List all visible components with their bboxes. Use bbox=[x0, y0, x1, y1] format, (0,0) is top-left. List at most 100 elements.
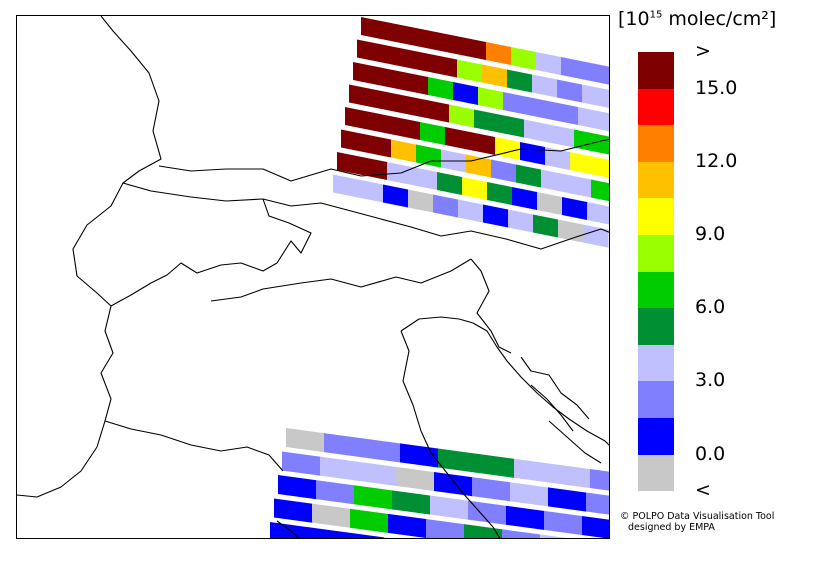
swath-pixel bbox=[487, 182, 513, 206]
swath-pixel bbox=[445, 127, 471, 151]
credits-line-2: designed by EMPA bbox=[628, 522, 715, 533]
swath-pixel bbox=[544, 510, 583, 536]
swath-pixel bbox=[478, 87, 504, 111]
coast-corsica bbox=[276, 520, 300, 538]
swath-pixel bbox=[403, 72, 429, 96]
border-alps-inner bbox=[210, 258, 472, 302]
swath-pixel bbox=[358, 179, 384, 203]
colorbar-tick-label: < bbox=[695, 479, 711, 502]
colorbar-tick-label: 12.0 bbox=[695, 149, 738, 172]
coast-croatia-islands bbox=[520, 356, 602, 464]
swath-pixel bbox=[353, 62, 379, 86]
swath-pixel bbox=[486, 42, 512, 66]
swath-pixel bbox=[412, 167, 438, 191]
border-austria-italy bbox=[262, 198, 609, 250]
swath-pixel bbox=[516, 164, 542, 188]
south-swath bbox=[270, 428, 609, 538]
swath-pixel bbox=[361, 17, 387, 41]
colorbar-tick-label: 3.0 bbox=[695, 369, 726, 392]
swath-pixel bbox=[411, 27, 437, 51]
colorbar-cell bbox=[638, 234, 674, 272]
swath-pixel bbox=[512, 187, 538, 211]
swath-pixel bbox=[582, 84, 608, 108]
swath-pixel bbox=[424, 99, 450, 123]
swath-pixel bbox=[590, 469, 609, 491]
colorbar-cell bbox=[638, 161, 674, 199]
swath-pixel bbox=[586, 62, 609, 85]
swath-pixel bbox=[391, 139, 417, 163]
swath-pixel bbox=[561, 57, 587, 81]
swath-pixel bbox=[457, 59, 483, 83]
swath-pixel bbox=[396, 466, 435, 492]
colorbar-cell bbox=[638, 344, 674, 382]
swath-pixel bbox=[520, 142, 546, 166]
colorbar-cell bbox=[638, 271, 674, 309]
swath-pixel bbox=[395, 117, 421, 141]
credits-line-1: © POLPO Data Visualisation Tool bbox=[620, 511, 775, 522]
swath-pixel bbox=[508, 209, 534, 233]
border-italy-slovenia bbox=[470, 258, 512, 354]
swath-pixel bbox=[407, 49, 433, 73]
colorbar-tick-label: 15.0 bbox=[695, 76, 738, 99]
swath-pixel bbox=[511, 47, 537, 71]
swath-pixel bbox=[476, 453, 515, 478]
swath-pixel bbox=[350, 508, 389, 533]
swath-pixel bbox=[324, 433, 363, 458]
swath-pixel bbox=[472, 477, 511, 502]
swath-pixel bbox=[499, 114, 525, 138]
swath-pixel bbox=[537, 192, 563, 216]
swath-pixel bbox=[362, 438, 401, 463]
colorbar-cell bbox=[638, 454, 674, 492]
swath-pixel bbox=[532, 74, 558, 98]
colorbar-cell bbox=[638, 198, 674, 235]
swath-pixel bbox=[553, 102, 579, 126]
border-switzerland bbox=[110, 182, 312, 307]
border-germany-south bbox=[158, 138, 609, 182]
swath-pixel bbox=[374, 89, 400, 113]
swath-pixel bbox=[345, 107, 371, 131]
swath-pixel bbox=[388, 513, 427, 538]
map-frame bbox=[16, 15, 610, 539]
swath-pixel bbox=[354, 485, 393, 510]
swath-pixel bbox=[430, 495, 469, 520]
swath-pixel bbox=[399, 94, 425, 118]
swath-pixel bbox=[595, 157, 609, 178]
swath-pixel bbox=[357, 39, 383, 63]
swath-pixel bbox=[358, 461, 397, 486]
swath-pixel bbox=[449, 104, 475, 128]
swath-pixel bbox=[583, 224, 609, 248]
swath-pixel bbox=[540, 534, 567, 538]
coast-liguria bbox=[104, 420, 284, 472]
country-borders bbox=[17, 16, 609, 538]
swath-pixel bbox=[432, 54, 458, 78]
swath-pixel bbox=[562, 197, 588, 221]
swath-pixel bbox=[533, 214, 559, 238]
swath-pixel bbox=[416, 144, 442, 168]
swath-pixel bbox=[603, 112, 609, 132]
colorbar-tick-label: 6.0 bbox=[695, 296, 726, 319]
border-france-east bbox=[17, 16, 162, 498]
colorbar-cell bbox=[638, 308, 674, 345]
swath-pixel bbox=[506, 505, 545, 530]
colorbar-tick-label: 9.0 bbox=[695, 223, 726, 245]
map-canvas bbox=[17, 16, 609, 538]
swath-pixel bbox=[382, 44, 408, 68]
colorbar-cell bbox=[638, 125, 674, 162]
swath-pixel bbox=[433, 194, 459, 218]
colorbar-tick-label: > bbox=[695, 40, 711, 62]
swath-pixel bbox=[458, 199, 484, 223]
swath-pixel bbox=[545, 147, 571, 171]
swath-pixel bbox=[383, 184, 409, 208]
swath-pixel bbox=[320, 456, 359, 481]
swath-pixel bbox=[549, 124, 575, 148]
swath-pixel bbox=[438, 448, 477, 473]
swath-pixel bbox=[436, 32, 462, 56]
swath-pixel bbox=[468, 500, 507, 525]
colorbar-cell bbox=[638, 417, 674, 455]
colorbar-tick-label: 0.0 bbox=[695, 442, 726, 465]
swath-pixel bbox=[474, 109, 500, 133]
coast-adriatic-north bbox=[400, 316, 609, 446]
colorbar-cell bbox=[638, 381, 674, 418]
swath-pixel bbox=[437, 172, 463, 196]
swath-pixel bbox=[362, 157, 388, 181]
